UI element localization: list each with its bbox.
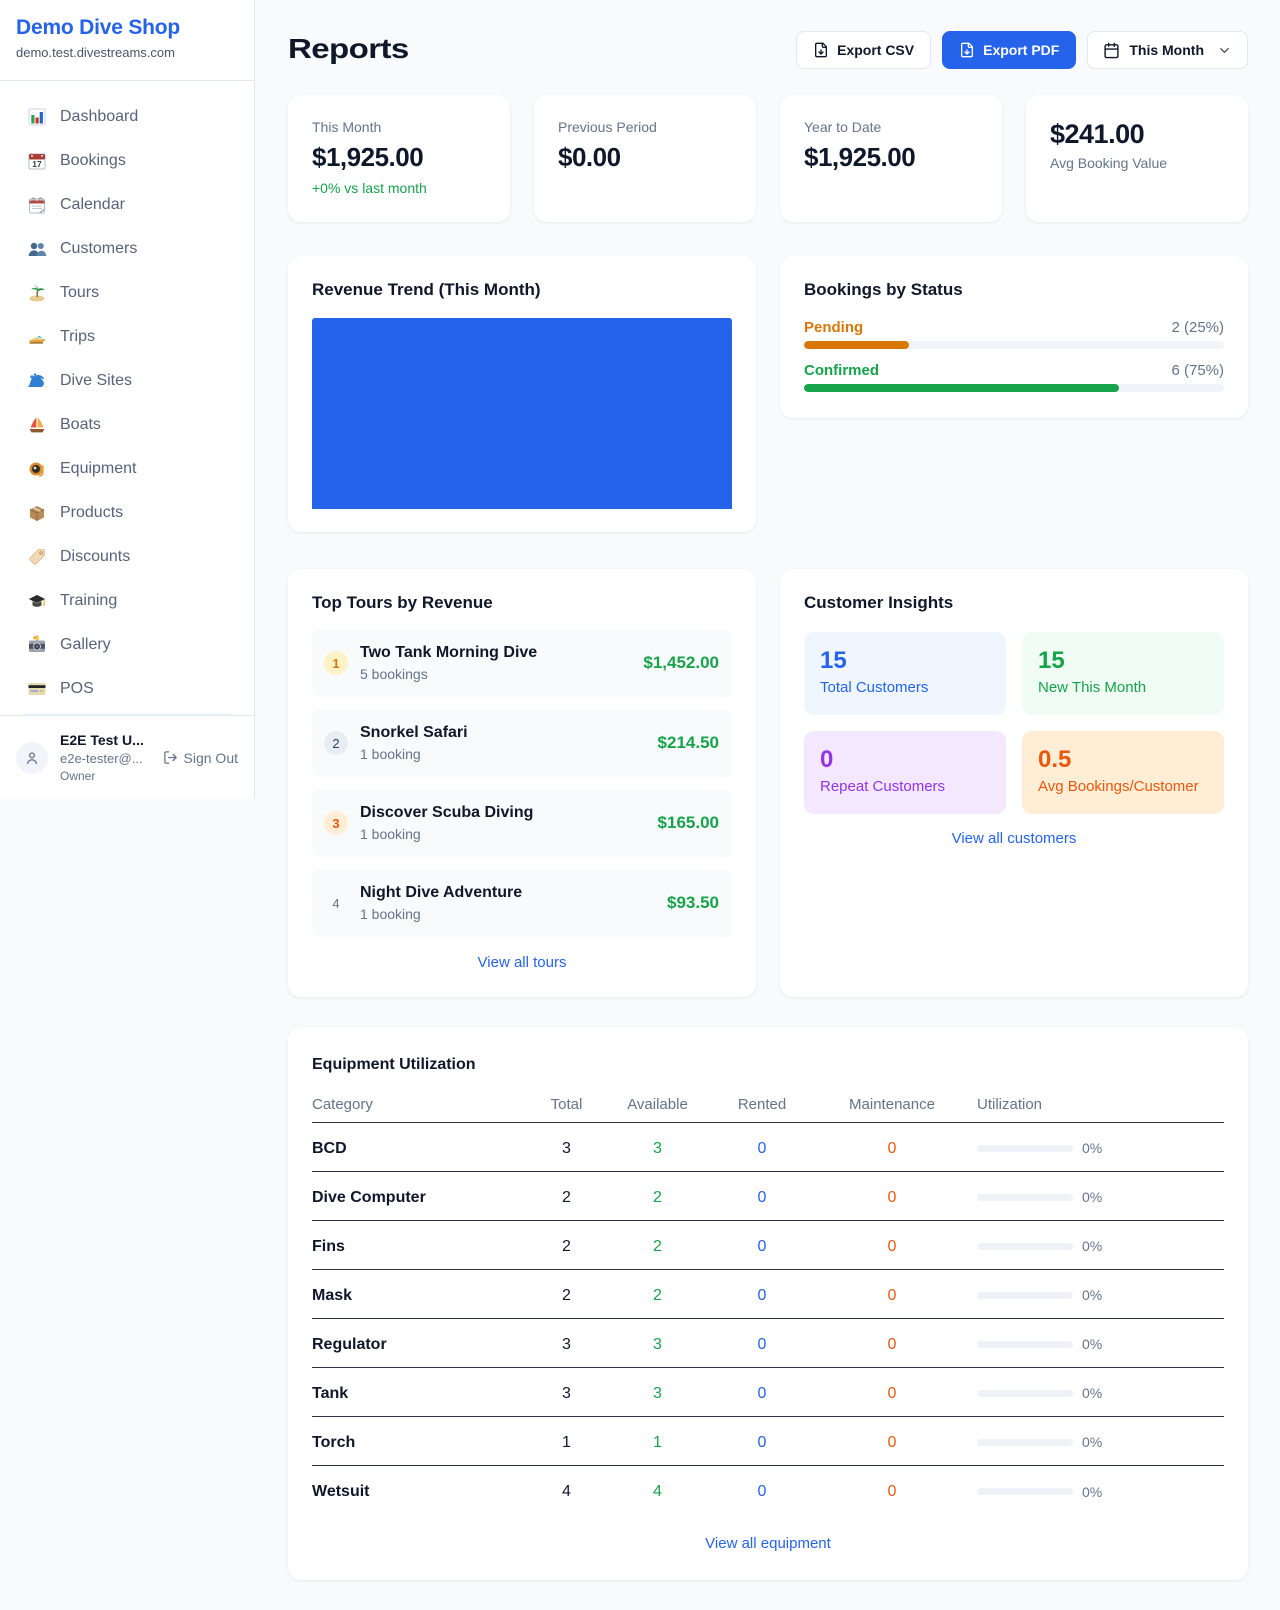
svg-text:17: 17 xyxy=(32,159,42,169)
